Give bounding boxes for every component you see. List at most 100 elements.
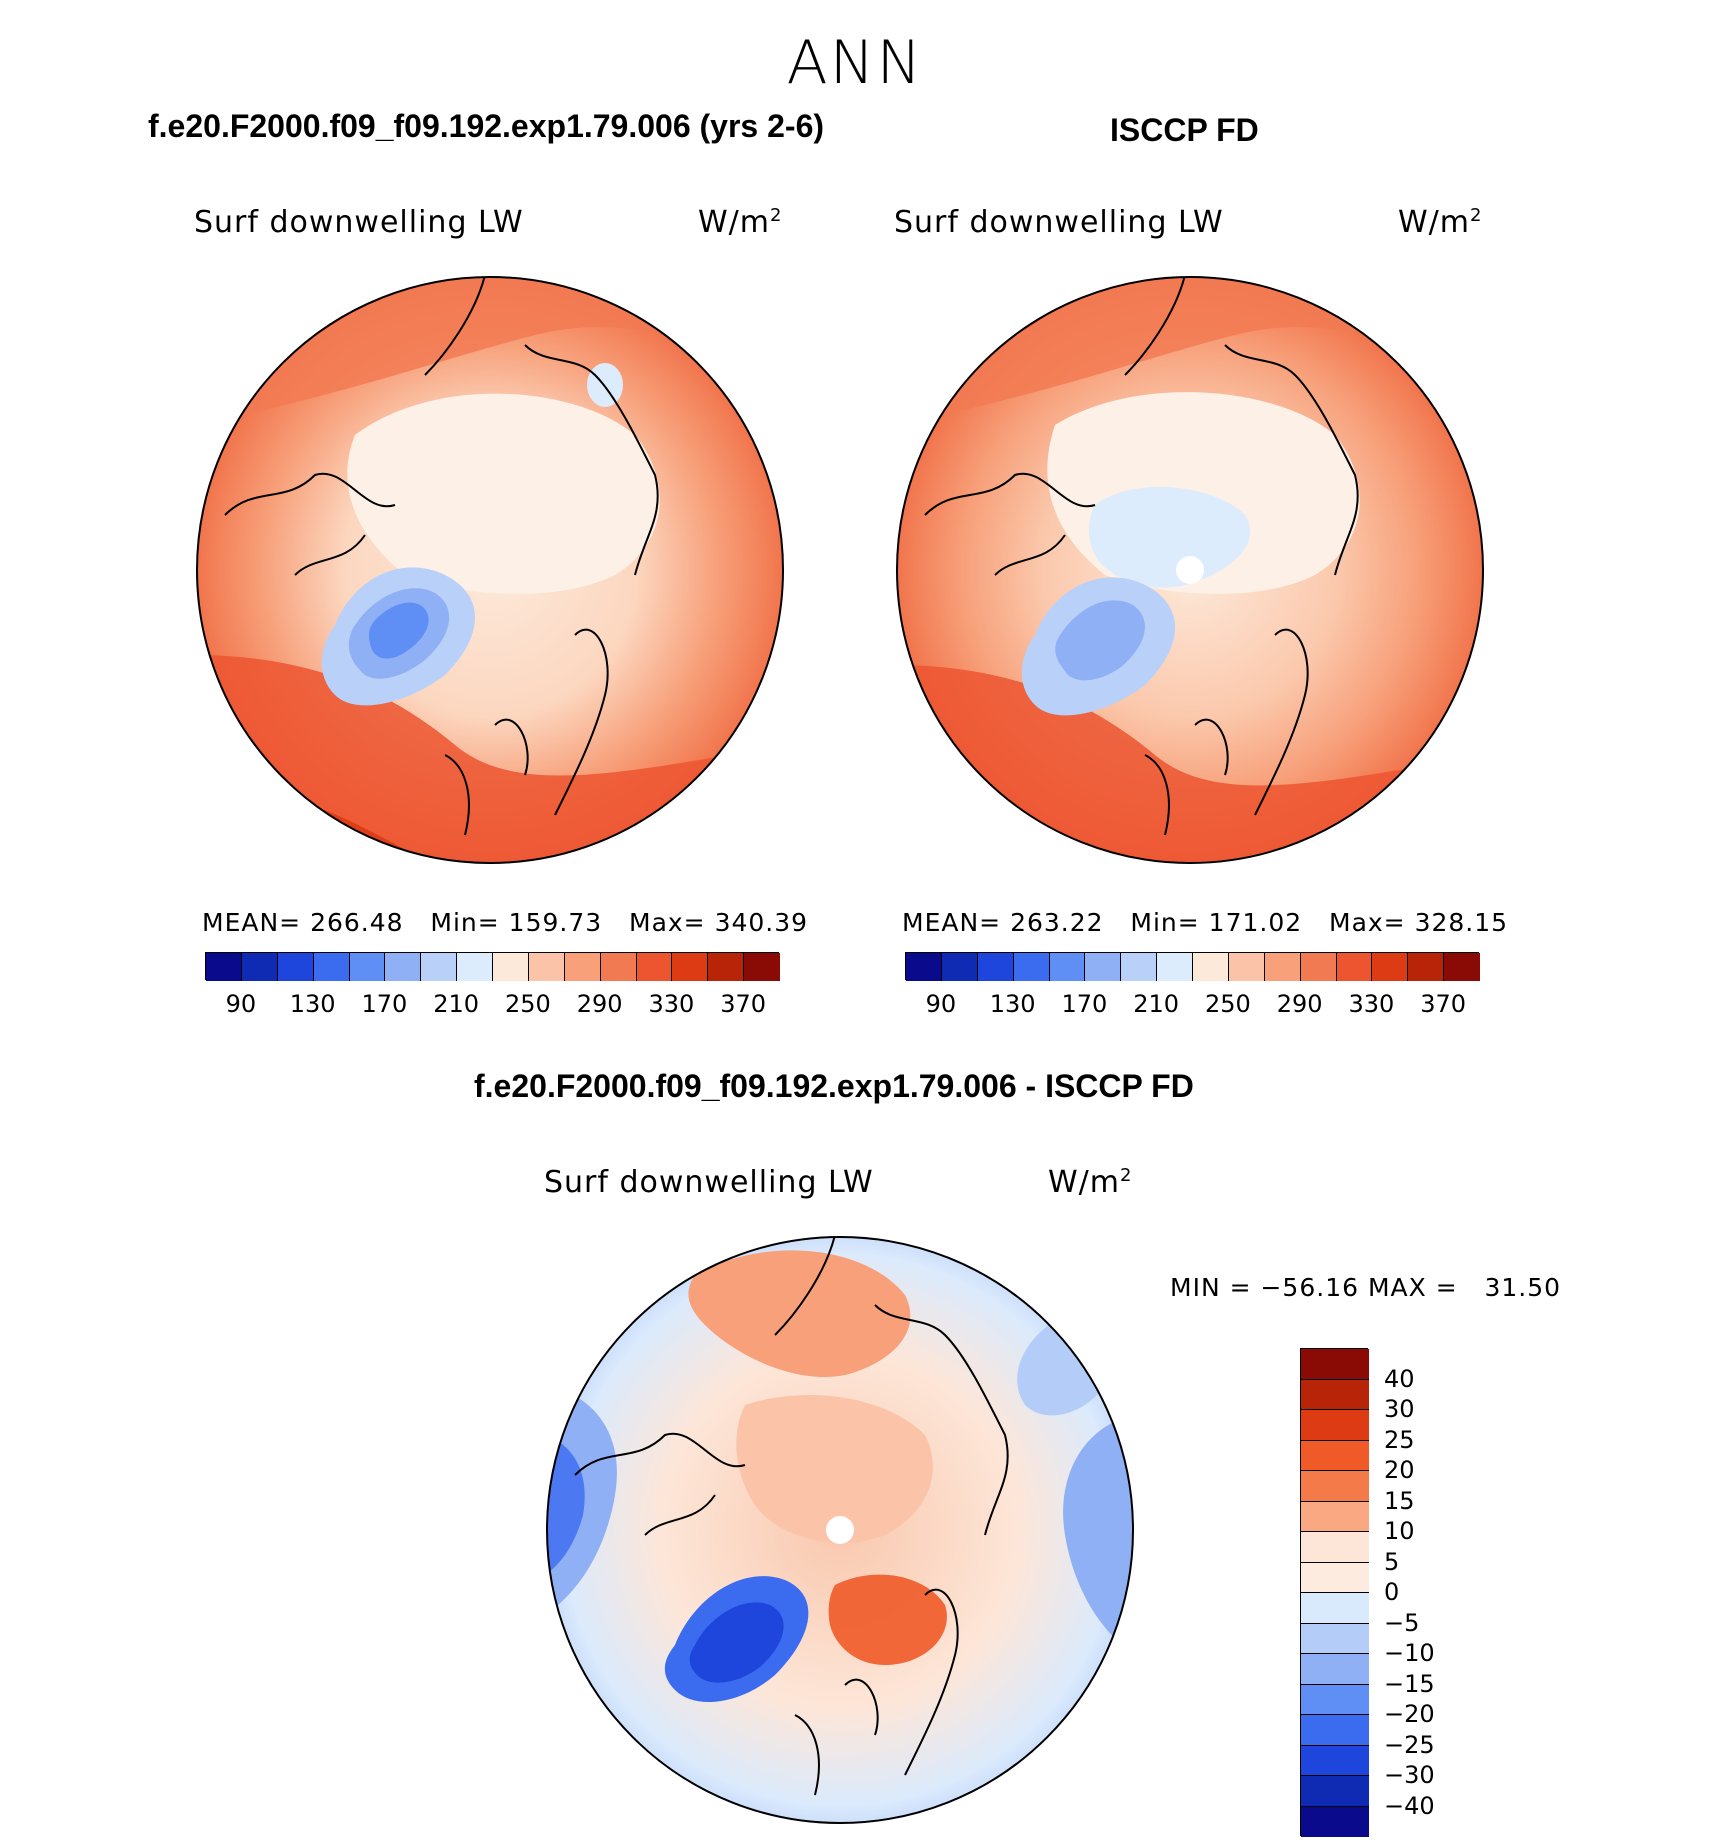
- diff-colorbar-swatch: [1301, 1623, 1369, 1654]
- obs-colorbar-swatch: [1444, 953, 1480, 981]
- model-colorbar-tick-label: 370: [720, 990, 767, 1018]
- diff-cool-band-east: [1063, 1415, 1133, 1655]
- model-colorbar-swatch: [564, 953, 601, 981]
- model-colorbar-tick-label: 290: [576, 990, 623, 1018]
- diff-colorbar-tick-label: 30: [1384, 1395, 1415, 1423]
- model-colorbar-tick-label: 130: [289, 990, 336, 1018]
- model-colorbar-ticks: 90 130 170 210 250 290 330 370: [205, 990, 779, 1020]
- model-colorbar-tick-label: 170: [361, 990, 408, 1018]
- model-colorbar: [205, 952, 780, 981]
- model-colorbar-tick-label: 330: [648, 990, 695, 1018]
- model-colorbar-tick-label: 210: [433, 990, 480, 1018]
- obs-colorbar-tick-label: 250: [1204, 990, 1251, 1018]
- model-colorbar-swatch: [313, 953, 350, 981]
- diff-colorbar: [1300, 1348, 1369, 1837]
- obs-greenland-core: [1055, 600, 1145, 681]
- model-colorbar-swatch: [636, 953, 673, 981]
- model-colorbar-swatch: [493, 953, 529, 981]
- model-map-border: [196, 276, 784, 864]
- diff-colorbar-tick-label: 15: [1384, 1486, 1415, 1515]
- diff-units-label: W/m2: [1048, 1165, 1133, 1200]
- obs-colorbar-swatch: [1013, 953, 1050, 981]
- diff-colorbar-tick-label: −10: [1384, 1639, 1435, 1667]
- model-colorbar-swatch: [421, 953, 458, 981]
- model-coastlines: [224, 277, 659, 836]
- diff-colorbar-tick-label: 10: [1384, 1517, 1415, 1545]
- diff-colorbar-swatch: [1301, 1532, 1369, 1563]
- model-colorbar-swatch: [744, 953, 780, 981]
- diff-coastlines: [574, 1237, 1009, 1796]
- diff-colorbar-swatch: [1301, 1654, 1369, 1685]
- obs-pole-hole: [1176, 556, 1204, 584]
- obs-colorbar-swatch: [1408, 953, 1445, 981]
- diff-warm-region-east: [828, 1574, 947, 1665]
- model-colorbar-swatch: [457, 953, 493, 981]
- diff-colorbar-swatch: [1301, 1501, 1369, 1532]
- diff-panel-title: f.e20.F2000.f09_f09.192.exp1.79.006 - IS…: [474, 1068, 1194, 1104]
- obs-variable-label: Surf downwelling LW: [894, 205, 1224, 240]
- obs-colorbar-swatch: [1228, 953, 1265, 981]
- obs-coastlines: [924, 277, 1359, 836]
- obs-colorbar-swatch: [941, 953, 978, 981]
- diff-colorbar-tick-label: −5: [1384, 1608, 1420, 1637]
- obs-colorbar-tick-label: 330: [1348, 990, 1395, 1018]
- diff-colorbar-swatch: [1301, 1715, 1369, 1746]
- diff-colorbar-tick-label: −25: [1384, 1730, 1435, 1759]
- diff-minmax: MIN = −56.16 MAX = 31.50: [1170, 1273, 1562, 1302]
- obs-colorbar-tick-label: 290: [1276, 990, 1323, 1018]
- model-colorbar-swatch: [528, 953, 565, 981]
- diff-variable-label: Surf downwelling LW: [544, 1165, 874, 1200]
- diff-colorbar-swatch: [1301, 1379, 1369, 1410]
- diff-colorbar-tick-label: −20: [1384, 1700, 1435, 1728]
- obs-colorbar-tick-label: 130: [989, 990, 1036, 1018]
- diff-colorbar-swatch: [1301, 1745, 1369, 1776]
- obs-colorbar-swatch: [1193, 953, 1229, 981]
- model-colorbar-swatch: [385, 953, 422, 981]
- diff-colorbar-swatch: [1301, 1440, 1369, 1471]
- diff-colorbar-ticks: 40 30 25 20 15 10 5 0 −5 −10 −15 −20 −25 −30 −40: [1384, 1348, 1484, 1836]
- diff-colorbar-swatch: [1301, 1562, 1369, 1593]
- model-colorbar-swatch: [241, 953, 278, 981]
- model-colorbar-swatch: [206, 953, 242, 981]
- diff-pole-hole: [826, 1516, 854, 1544]
- obs-panel-title: ISCCP FD: [1110, 112, 1259, 148]
- obs-colorbar-tick-label: 210: [1133, 990, 1180, 1018]
- model-variable-label: Surf downwelling LW: [194, 205, 524, 240]
- diff-colorbar-swatch: [1301, 1410, 1369, 1441]
- model-colorbar-swatch: [277, 953, 314, 981]
- diff-cool-band-west-deep: [547, 1435, 585, 1575]
- diff-greenland-core: [689, 1602, 784, 1683]
- model-greenland-core: [368, 602, 429, 659]
- diff-warm-region-center: [736, 1395, 933, 1544]
- model-units-label: W/m2: [698, 205, 783, 240]
- model-colorbar-tick-label: 250: [504, 990, 551, 1018]
- obs-cool-region: [1089, 486, 1251, 588]
- model-colorbar-tick-label: 90: [225, 990, 257, 1018]
- diff-colorbar-tick-label: −15: [1384, 1669, 1435, 1698]
- diff-colorbar-swatch: [1301, 1806, 1369, 1837]
- season-title: ANN: [786, 28, 924, 98]
- obs-colorbar-tick-label: 170: [1061, 990, 1108, 1018]
- model-colorbar-swatch: [349, 953, 386, 981]
- diff-colorbar-tick-label: 40: [1384, 1364, 1415, 1393]
- diff-cool-band-northeast: [1017, 1315, 1105, 1416]
- model-colorbar-swatch: [600, 953, 637, 981]
- diff-map-border: [546, 1236, 1134, 1824]
- diff-colorbar-tick-label: 0: [1384, 1578, 1400, 1606]
- obs-colorbar-tick-label: 370: [1420, 990, 1467, 1018]
- obs-map-border: [896, 276, 1484, 864]
- diff-colorbar-swatch: [1301, 1684, 1369, 1715]
- diff-colorbar-tick-label: 20: [1384, 1456, 1415, 1484]
- diff-colorbar-tick-label: 5: [1384, 1547, 1400, 1576]
- obs-colorbar-swatch: [1300, 953, 1337, 981]
- model-stats: MEAN= 266.48 Min= 159.73 Max= 340.39: [202, 908, 809, 937]
- obs-colorbar-swatch: [1157, 953, 1193, 981]
- obs-colorbar-swatch: [1336, 953, 1373, 981]
- obs-colorbar-swatch: [977, 953, 1014, 981]
- obs-units-label: W/m2: [1398, 205, 1483, 240]
- model-panel-title: f.e20.F2000.f09_f09.192.exp1.79.006 (yrs…: [148, 108, 825, 144]
- model-arctic-plateau: [347, 393, 660, 594]
- obs-colorbar-swatch: [1121, 953, 1158, 981]
- diff-polar-map: [546, 1236, 1134, 1824]
- model-warm-band-south: [197, 655, 783, 863]
